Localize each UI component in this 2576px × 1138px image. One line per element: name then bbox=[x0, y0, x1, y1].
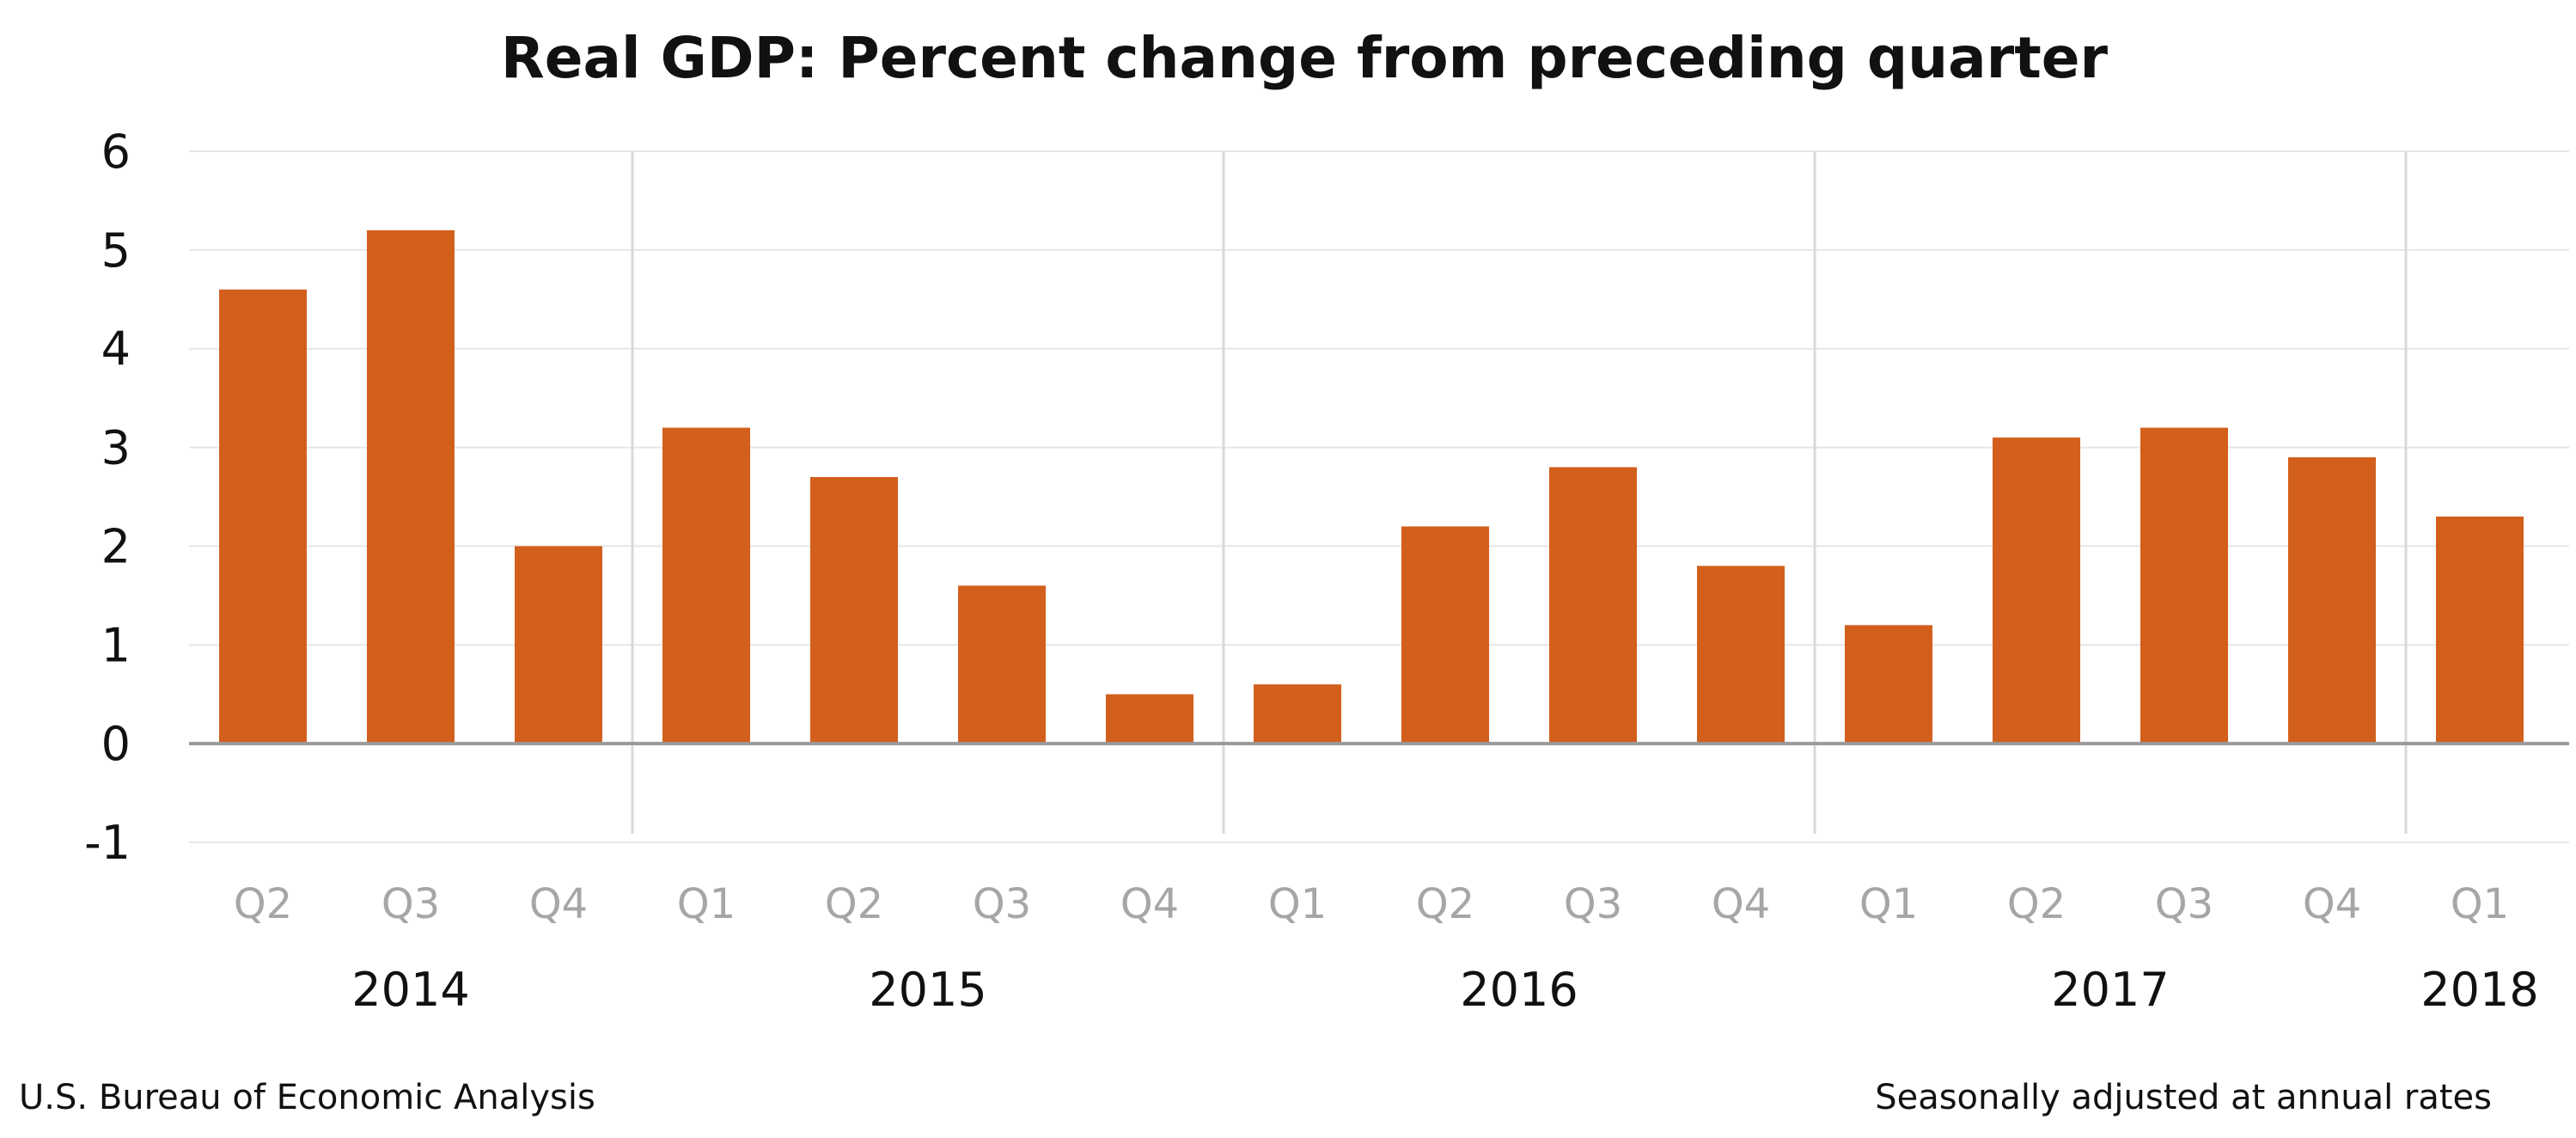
quarter-tick-label: Q1 bbox=[2451, 880, 2509, 928]
labels-layer: 6 5 4 3 2 1 0 -1 Q2 Q3 Q4 Q1 Q2 Q3 Q4 Q1 Q2 Q3 Q4 Q1 Q2 Q3 Q4 Q… bbox=[84, 125, 2539, 1017]
bars-layer bbox=[219, 229, 2524, 744]
quarter-tick-label: Q4 bbox=[1712, 880, 1770, 928]
bar-q4-14 bbox=[2288, 457, 2376, 744]
bar-q3-1 bbox=[367, 229, 455, 744]
bar-q1-11 bbox=[1845, 625, 1932, 744]
bar-q1-3 bbox=[662, 427, 750, 744]
bar-q2-4 bbox=[810, 477, 898, 744]
y-tick-label: 6 bbox=[101, 125, 131, 179]
bar-q1-15 bbox=[2436, 516, 2524, 744]
seasonal-note: Seasonally adjusted at annual rates bbox=[1875, 1078, 2492, 1117]
bar-q3-13 bbox=[2140, 427, 2228, 744]
quarter-tick-label: Q1 bbox=[677, 880, 736, 928]
y-tick-label: -1 bbox=[84, 816, 131, 870]
quarter-tick-label: Q3 bbox=[382, 880, 440, 928]
year-label-2017: 2017 bbox=[2051, 963, 2169, 1017]
source-note: U.S. Bureau of Economic Analysis bbox=[19, 1078, 595, 1117]
bar-q3-9 bbox=[1549, 467, 1637, 744]
bar-q1-7 bbox=[1254, 684, 1341, 744]
y-tick-label: 4 bbox=[101, 322, 131, 376]
bar-q2-0 bbox=[219, 289, 307, 744]
bar-q2-12 bbox=[1993, 437, 2080, 744]
quarter-tick-label: Q4 bbox=[2303, 880, 2361, 928]
y-tick-label: 0 bbox=[101, 717, 131, 771]
quarter-tick-label: Q3 bbox=[1564, 880, 1622, 928]
y-tick-label: 1 bbox=[101, 618, 131, 672]
year-label-2015: 2015 bbox=[869, 963, 986, 1017]
quarter-tick-label: Q3 bbox=[2155, 880, 2213, 928]
bar-q4-6 bbox=[1106, 694, 1193, 744]
quarter-tick-label: Q2 bbox=[234, 880, 292, 928]
y-tick-label: 3 bbox=[101, 421, 131, 475]
bar-q4-10 bbox=[1697, 566, 1785, 744]
quarter-tick-label: Q1 bbox=[1268, 880, 1327, 928]
quarter-tick-label: Q4 bbox=[529, 880, 588, 928]
quarter-tick-label: Q3 bbox=[973, 880, 1031, 928]
year-label-2018: 2018 bbox=[2420, 963, 2538, 1017]
quarter-tick-label: Q2 bbox=[2007, 880, 2066, 928]
quarter-tick-label: Q2 bbox=[825, 880, 883, 928]
chart-title: Real GDP: Percent change from preceding … bbox=[501, 25, 2109, 91]
year-label-2016: 2016 bbox=[1460, 963, 1578, 1017]
quarter-tick-label: Q4 bbox=[1120, 880, 1179, 928]
bar-q4-2 bbox=[515, 546, 602, 744]
quarter-tick-label: Q2 bbox=[1416, 880, 1474, 928]
year-label-2014: 2014 bbox=[351, 963, 469, 1017]
y-tick-label: 5 bbox=[101, 223, 131, 278]
bar-q3-5 bbox=[958, 585, 1046, 744]
y-tick-label: 2 bbox=[101, 519, 131, 573]
bar-q2-8 bbox=[1401, 526, 1489, 744]
quarter-tick-label: Q1 bbox=[1859, 880, 1918, 928]
